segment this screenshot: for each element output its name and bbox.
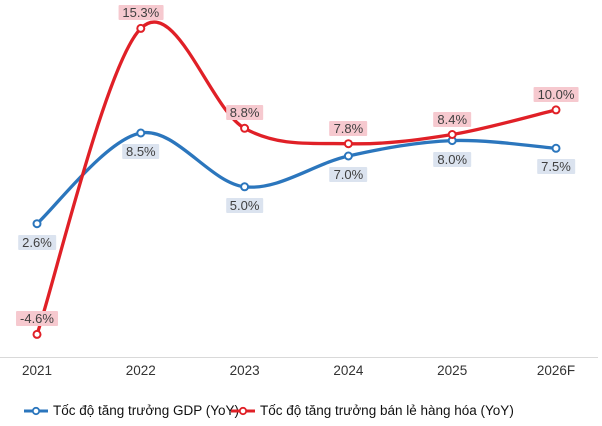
legend-label-retail: Tốc độ tăng trưởng bán lẻ hàng hóa (YoY) <box>260 403 514 418</box>
gdp-point-2024 <box>343 151 353 161</box>
retail-line <box>35 20 558 337</box>
legend-item-gdp: Tốc độ tăng trưởng GDP (YoY) <box>24 403 239 418</box>
legend-item-retail: Tốc độ tăng trưởng bán lẻ hàng hóa (YoY) <box>231 403 514 418</box>
retail-point-2022 <box>136 23 146 33</box>
gdp-point-2021 <box>32 219 42 229</box>
gdp-point-2022 <box>136 128 146 138</box>
retail-point-2024 <box>343 139 353 149</box>
legend: Tốc độ tăng trưởng GDP (YoY) Tốc độ tăng… <box>0 403 602 423</box>
retail-point-2026F <box>551 105 561 115</box>
gdp-point-2023 <box>240 182 250 192</box>
retail-legend-marker-icon <box>231 406 255 415</box>
retail-point-2021 <box>32 329 42 339</box>
retail-point-2025 <box>447 130 457 139</box>
legend-label-gdp: Tốc độ tăng trưởng GDP (YoY) <box>53 403 239 418</box>
gdp-line <box>35 131 558 226</box>
gdp-point-2026F <box>551 143 561 153</box>
gdp-legend-marker-icon <box>24 406 48 415</box>
retail-point-2023 <box>240 123 250 133</box>
